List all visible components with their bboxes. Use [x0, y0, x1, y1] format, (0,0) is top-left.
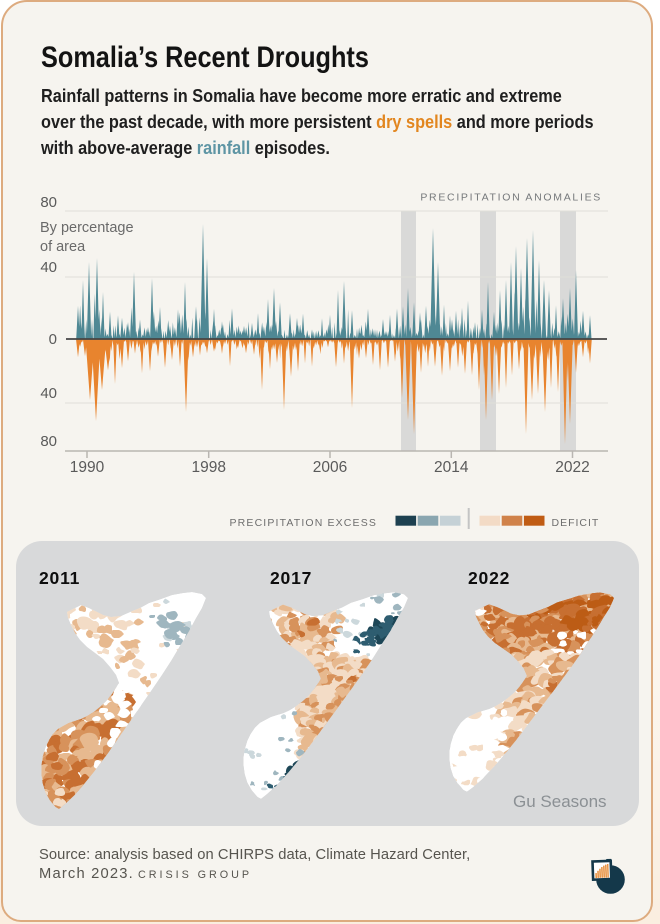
svg-text:40: 40	[40, 259, 57, 276]
svg-text:1990: 1990	[70, 459, 105, 476]
svg-text:0: 0	[49, 331, 57, 348]
svg-text:40: 40	[40, 385, 57, 402]
svg-text:80: 80	[40, 194, 57, 211]
svg-text:2006: 2006	[313, 459, 347, 476]
svg-text:1998: 1998	[191, 459, 225, 476]
svg-text:2014: 2014	[434, 459, 469, 476]
svg-text:DEFICIT: DEFICIT	[552, 517, 600, 529]
svg-text:2022: 2022	[555, 459, 589, 476]
svg-text:of area: of area	[40, 239, 86, 255]
svg-text:PRECIPITATION EXCESS: PRECIPITATION EXCESS	[230, 517, 377, 529]
svg-text:PRECIPITATION ANOMALIES: PRECIPITATION ANOMALIES	[420, 192, 602, 204]
svg-text:80: 80	[40, 433, 57, 450]
svg-text:By percentage: By percentage	[40, 220, 134, 236]
